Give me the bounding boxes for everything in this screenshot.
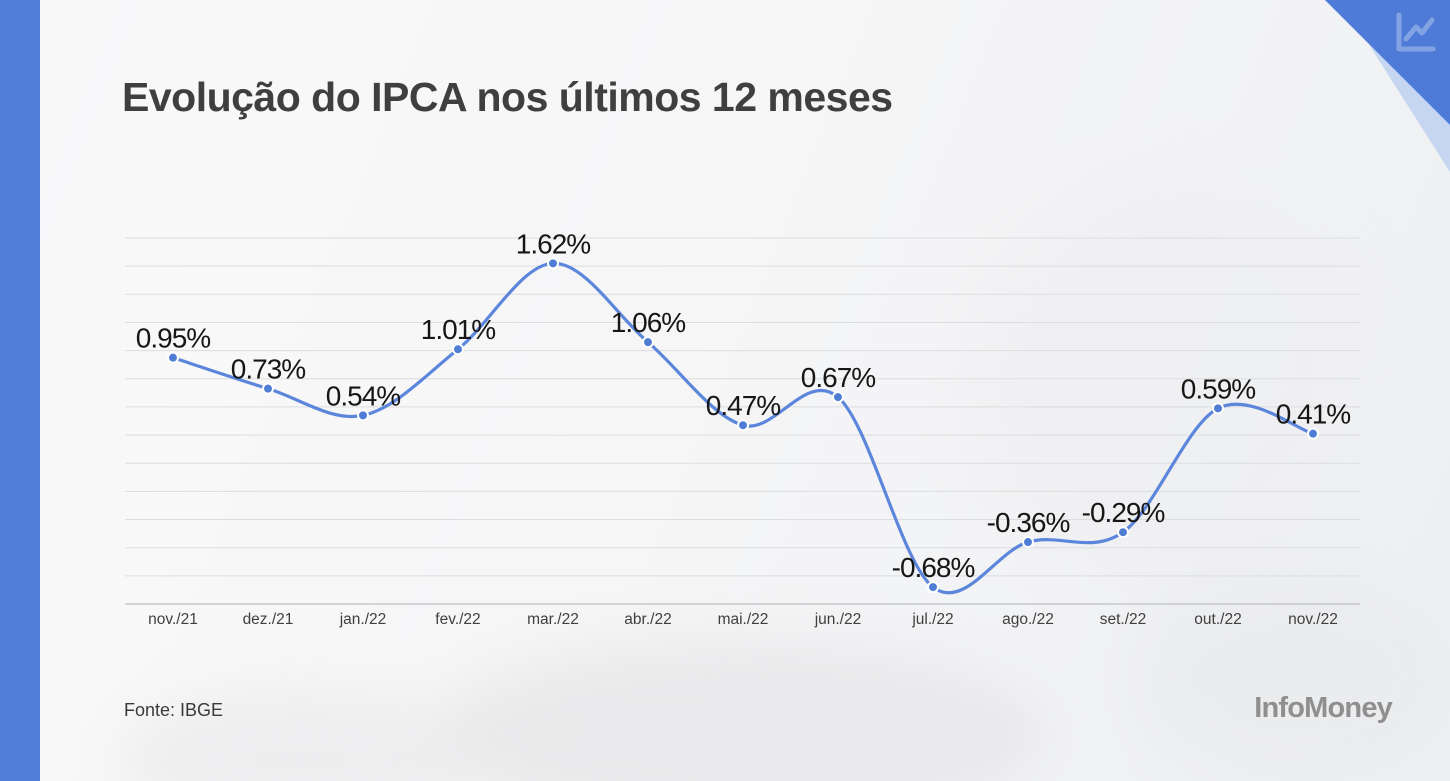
x-axis-tick-label: set./22 <box>1100 611 1147 628</box>
page-title: Evolução do IPCA nos últimos 12 meses <box>122 74 893 120</box>
data-point <box>737 419 749 432</box>
data-point-label: 0.47% <box>706 390 780 421</box>
data-point-label: 0.67% <box>801 362 875 393</box>
data-point <box>167 351 179 364</box>
data-point <box>1117 526 1129 539</box>
x-axis-tick-label: abr./22 <box>624 611 671 628</box>
data-point-label: 0.73% <box>231 354 305 385</box>
data-point <box>927 581 939 594</box>
x-axis-tick-label: jul./22 <box>911 611 953 628</box>
x-axis-tick-label: jan./22 <box>339 611 387 628</box>
x-axis-tick-label: nov./22 <box>1288 611 1338 628</box>
data-point-label: -0.29% <box>1082 497 1165 528</box>
data-point <box>357 409 369 422</box>
brand-logo: InfoMoney <box>1254 692 1393 724</box>
data-point <box>642 336 654 349</box>
x-axis-tick-label: mai./22 <box>718 611 769 628</box>
source-caption: Fonte: IBGE <box>124 700 224 720</box>
data-point-label: 0.95% <box>136 323 210 354</box>
data-point <box>262 382 274 395</box>
x-axis-tick-label: out./22 <box>1194 611 1241 628</box>
data-point <box>1022 536 1034 549</box>
data-point <box>452 343 464 356</box>
data-point-label: 0.59% <box>1181 373 1255 404</box>
x-axis-tick-label: nov./21 <box>148 611 198 628</box>
data-point <box>1307 427 1319 440</box>
corner-ribbon-light <box>1368 43 1450 172</box>
x-axis-tick-label: dez./21 <box>243 611 294 628</box>
data-point-label: -0.68% <box>892 552 975 583</box>
data-point-label: 0.41% <box>1276 399 1350 430</box>
data-point-label: -0.36% <box>987 507 1070 538</box>
line-chart-icon <box>1396 12 1436 52</box>
data-point-label: 1.62% <box>516 228 590 259</box>
corner-ribbon-dark <box>1325 0 1450 125</box>
x-axis-tick-label: jun./22 <box>814 611 862 628</box>
x-axis-tick-label: fev./22 <box>435 611 480 628</box>
corner-ribbon <box>1325 0 1450 172</box>
left-accent-bar <box>0 0 40 781</box>
x-axis-tick-label: mar./22 <box>527 611 579 628</box>
data-point-label: 1.01% <box>421 314 495 345</box>
data-point-label: 0.54% <box>326 380 400 411</box>
data-point <box>547 257 559 270</box>
data-point <box>832 391 844 404</box>
data-point-label: 1.06% <box>611 307 685 338</box>
data-point <box>1212 402 1224 415</box>
x-axis-tick-label: ago./22 <box>1002 611 1054 628</box>
